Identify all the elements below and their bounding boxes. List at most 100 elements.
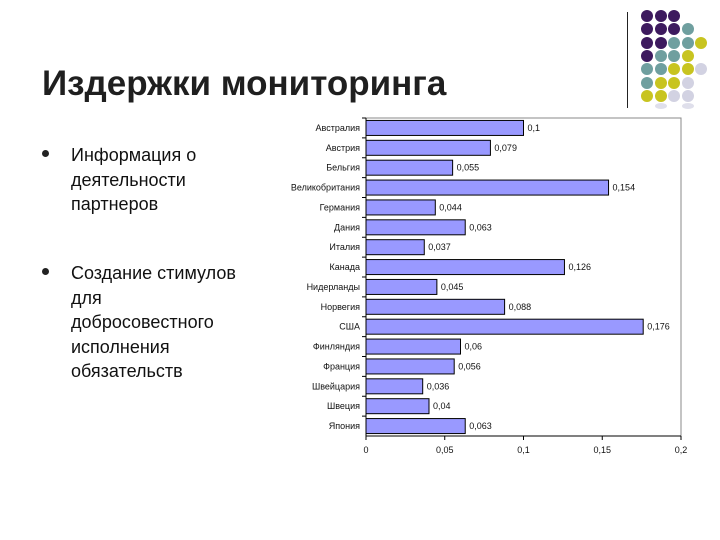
bar <box>365 358 455 375</box>
category-label: Австрия <box>326 143 360 153</box>
category-label: Дания <box>334 222 360 232</box>
decorative-dot <box>681 89 694 102</box>
data-label: 0,088 <box>509 302 532 312</box>
decorative-dot <box>641 36 653 49</box>
decorative-dot <box>681 49 694 62</box>
decorative-dot <box>695 63 707 76</box>
bar <box>365 199 436 216</box>
category-label: США <box>339 322 360 332</box>
data-label: 0,154 <box>613 183 636 193</box>
category-label: Нидерланды <box>307 282 360 292</box>
data-label: 0,045 <box>441 282 464 292</box>
data-label: 0,063 <box>469 222 492 232</box>
bar <box>365 378 424 395</box>
decorative-dot <box>641 63 653 76</box>
x-tick-label: 0,1 <box>517 445 530 455</box>
decorative-dot <box>681 76 694 89</box>
category-label: Норвегия <box>321 302 361 312</box>
bullet-line: Информация о <box>71 145 197 165</box>
data-label: 0,056 <box>458 361 481 371</box>
data-label: 0,079 <box>494 143 517 153</box>
category-label: Австралия <box>316 123 361 133</box>
data-label: 0,04 <box>433 401 451 411</box>
bar <box>365 139 491 156</box>
category-label: Бельгия <box>326 163 360 173</box>
category-label: Япония <box>329 421 360 431</box>
decorative-dot <box>641 23 653 36</box>
decorative-dot <box>654 89 667 102</box>
decorative-dot <box>654 49 667 62</box>
bar <box>365 239 425 256</box>
category-label: Финляндия <box>313 342 360 352</box>
decorative-dot <box>641 49 653 62</box>
bar <box>365 418 466 435</box>
bullet-line: добросовестного <box>71 312 214 332</box>
decorative-dot <box>668 36 680 49</box>
bar <box>365 259 565 276</box>
category-label: Германия <box>320 202 360 212</box>
decorative-dot <box>654 23 667 36</box>
bar <box>365 278 438 295</box>
decorative-dot <box>681 36 694 49</box>
decorative-dot <box>668 10 680 22</box>
decorative-divider <box>627 12 628 108</box>
bar <box>365 318 644 335</box>
bullet-line: для <box>71 287 102 308</box>
decorative-dot <box>641 76 653 89</box>
decorative-dot <box>654 10 667 22</box>
data-label: 0,055 <box>457 163 480 173</box>
decorative-dot <box>668 76 680 89</box>
decorative-dot <box>641 89 653 102</box>
bullet-text: Создание стимулов для добросовестного ис… <box>71 261 236 384</box>
bullet-text: Информация о деятельности партнеров <box>71 143 196 217</box>
category-label: Франция <box>323 361 360 371</box>
decorative-dot <box>695 36 707 49</box>
bar <box>365 119 524 136</box>
category-label: Италия <box>329 242 360 252</box>
decorative-dot <box>668 49 680 62</box>
bar <box>365 179 610 196</box>
decorative-dot <box>654 36 667 49</box>
decorative-dot <box>641 10 653 22</box>
bullet-line: Создание стимулов <box>71 263 236 283</box>
data-label: 0,044 <box>439 202 462 212</box>
data-label: 0,063 <box>469 421 492 431</box>
x-tick-label: 0,05 <box>436 445 454 455</box>
decorative-dot <box>668 89 680 102</box>
category-label: Канада <box>330 262 360 272</box>
decorative-dot <box>654 76 667 89</box>
decorative-dot <box>668 23 680 36</box>
decorative-dot <box>654 63 667 76</box>
data-label: 0,06 <box>465 342 483 352</box>
bar <box>365 398 430 415</box>
x-tick-label: 0,2 <box>675 445 688 455</box>
category-label: Швеция <box>327 401 360 411</box>
category-label: Великобритания <box>291 183 360 193</box>
bullet-line: исполнения <box>71 336 170 357</box>
decorative-dot <box>681 23 694 36</box>
bar <box>365 298 506 315</box>
category-label: Швейцария <box>312 381 360 391</box>
data-label: 0,036 <box>427 381 450 391</box>
decorative-dot <box>654 103 667 110</box>
data-label: 0,1 <box>528 123 541 133</box>
decorative-dot <box>681 63 694 76</box>
bullet-icon <box>42 268 49 275</box>
x-tick-label: 0 <box>363 445 368 455</box>
slide-title: Издержки мониторинга <box>42 64 447 103</box>
x-tick-label: 0,15 <box>593 445 611 455</box>
bullet-line: деятельности <box>71 169 186 190</box>
bullet-icon <box>42 150 49 157</box>
decorative-dot <box>681 103 694 110</box>
decorative-dot <box>668 63 680 76</box>
data-label: 0,176 <box>647 322 670 332</box>
bar <box>365 338 461 355</box>
bar <box>365 159 454 176</box>
data-label: 0,037 <box>428 242 451 252</box>
bar <box>365 219 466 236</box>
bullet-line: обязательств <box>71 361 183 381</box>
bullet-line: партнеров <box>71 194 159 214</box>
data-label: 0,126 <box>568 262 591 272</box>
